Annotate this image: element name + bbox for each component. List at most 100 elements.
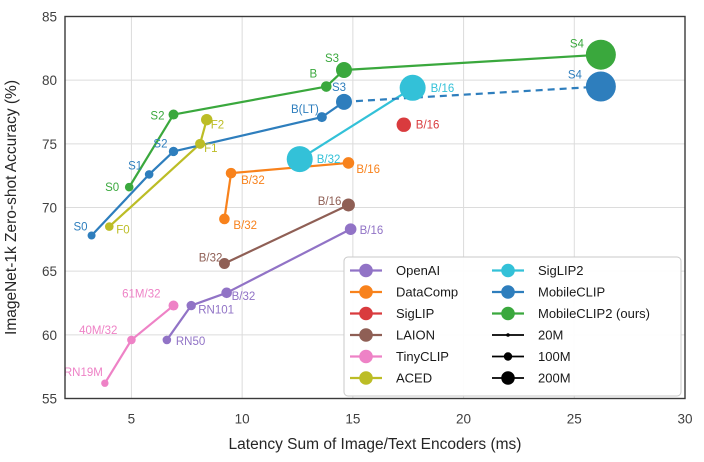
legend-label: OpenAI (396, 263, 440, 278)
data-point-label: RN19M (64, 367, 103, 379)
legend-swatch-dot (501, 306, 515, 321)
data-point-label: B(LT) (291, 104, 319, 116)
data-point (186, 300, 196, 311)
data-point (336, 61, 352, 78)
legend-label: DataComp (396, 285, 458, 300)
legend-swatch-dot (501, 263, 515, 278)
data-point-label: B/16 (360, 225, 384, 237)
data-point (124, 182, 134, 192)
y-tick-label: 70 (42, 201, 57, 216)
data-point-label: S1 (128, 160, 142, 172)
legend-size-dot (501, 371, 515, 385)
data-point (127, 335, 136, 345)
data-point-label: S2 (153, 138, 167, 150)
x-tick-label: 10 (235, 412, 250, 427)
series-line-tinyclip (130, 304, 175, 341)
data-point-label: B/32 (199, 253, 223, 265)
data-point (218, 258, 230, 270)
data-point (201, 113, 213, 126)
legend-swatch-dot (359, 306, 373, 321)
y-axis-label: ImageNet-1k Zero-shot Accuracy (%) (3, 80, 20, 335)
legend-label: ACED (396, 371, 432, 386)
data-point-label: F2 (211, 120, 224, 132)
legend-label: MobileCLIP (538, 285, 605, 300)
x-tick-label: 25 (567, 412, 582, 427)
data-point-label: B/16 (431, 83, 455, 95)
data-point-label: B/32 (317, 154, 341, 166)
data-point (219, 213, 230, 225)
point-labels: RN50 RN101 B/32 B/16 B/32 B/32 B/16 B/16 B/32 B/1… (64, 39, 585, 380)
legend-label: SigLIP (396, 306, 434, 321)
data-point-label: S2 (150, 111, 164, 123)
legend-size-dot (503, 352, 513, 361)
data-point-label: S4 (568, 70, 583, 82)
y-tick-label: 60 (42, 328, 57, 343)
legend-label: 100M (538, 349, 571, 364)
legend-label: TinyCLIP (396, 349, 449, 364)
legend-label: 20M (538, 328, 563, 343)
tick-labels: 5 10 15 20 25 30 55 60 65 70 75 80 85 (42, 10, 693, 427)
data-point-label: 61M/32 (122, 289, 160, 301)
data-point (195, 138, 206, 149)
legend-swatch-dot (501, 285, 515, 299)
y-tick-label: 55 (42, 392, 57, 407)
data-point-label: RN101 (198, 305, 234, 317)
x-tick-label: 15 (345, 412, 360, 427)
data-point (168, 300, 179, 311)
data-point (162, 335, 172, 345)
series-line-openai (226, 228, 352, 294)
legend-swatch-dot (359, 285, 373, 299)
data-point-label: F1 (204, 143, 217, 155)
legend-swatch-dot (359, 371, 373, 385)
data-point (320, 81, 332, 92)
data-point (104, 222, 114, 231)
y-tick-label: 65 (42, 264, 57, 279)
series-line-mobileclip (148, 150, 175, 176)
data-point (316, 112, 327, 123)
series-line-mobileclip2-ours- (128, 113, 175, 188)
data-point-label: S0 (73, 222, 87, 234)
data-point (336, 93, 352, 110)
legend-label: SigLIP2 (538, 263, 584, 278)
legend-swatch-dot (359, 349, 373, 364)
data-point-label: S3 (325, 53, 339, 65)
series-line-mobileclip2-ours- (343, 53, 601, 72)
y-tick-label: 80 (42, 73, 57, 88)
series-line-mobileclip2-ours- (173, 85, 327, 116)
data-point (101, 379, 109, 387)
series-line-datacomp (223, 172, 233, 220)
data-point (168, 146, 179, 157)
series-line-openai (190, 291, 228, 307)
data-point (225, 167, 237, 179)
data-point-label: B/16 (356, 164, 380, 176)
data-point (341, 198, 355, 212)
data-point (396, 117, 411, 132)
data-point (585, 71, 616, 102)
data-point (342, 157, 355, 169)
data-point (221, 287, 232, 299)
data-point (168, 109, 179, 120)
data-point-label: RN50 (176, 336, 205, 348)
data-point-label: F0 (116, 225, 129, 237)
legend-swatch-dot (359, 328, 373, 342)
data-point (399, 74, 426, 101)
legend-label: MobileCLIP2 (ours) (538, 306, 650, 321)
series-line-laion (223, 203, 349, 265)
x-tick-label: 30 (677, 412, 692, 427)
data-point-label: 40M/32 (79, 325, 117, 337)
data-point-label: B/16 (318, 196, 342, 208)
data-point (286, 146, 313, 173)
legend-swatch-dot (359, 263, 373, 278)
legend-label: 200M (538, 371, 571, 386)
data-point (144, 170, 154, 179)
data-point-label: B/32 (241, 175, 265, 187)
series-line-mobileclip (90, 173, 150, 237)
legend-box (343, 256, 682, 397)
data-point (585, 39, 616, 70)
data-point-label: S3 (332, 82, 346, 94)
data-point-label: B/32 (233, 220, 257, 232)
x-tick-label: 5 (128, 412, 136, 427)
data-point-label: B (309, 69, 317, 81)
legend-label: LAION (396, 328, 435, 343)
series-line-datacomp (230, 161, 349, 175)
